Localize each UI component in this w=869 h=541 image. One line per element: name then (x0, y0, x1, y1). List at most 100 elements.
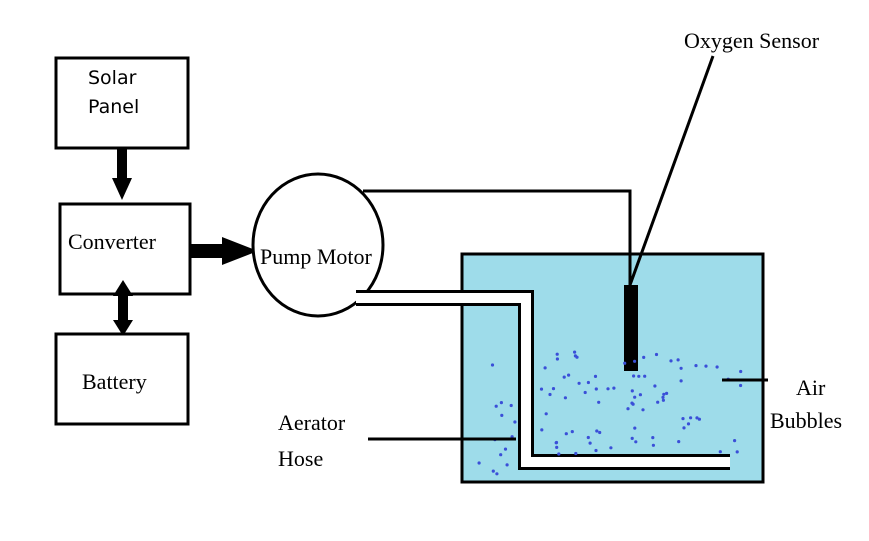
air-bubble (704, 364, 708, 368)
sensor-wire (363, 189, 632, 285)
converter-battery-arrow (113, 280, 133, 336)
air-bubble (694, 364, 698, 368)
air-bubble (633, 426, 637, 430)
air-bubble (632, 374, 636, 378)
air-bubble (665, 391, 669, 395)
air-bubble (735, 450, 739, 454)
air-bubble (567, 373, 571, 377)
air-bubble (676, 358, 680, 362)
air-bubble (637, 374, 641, 378)
air-bubble (630, 401, 634, 405)
air-bubble (513, 420, 517, 424)
air-bubbles (477, 350, 743, 476)
air-bubble (555, 352, 559, 356)
air-bubble (597, 400, 601, 404)
air-bubble (503, 447, 508, 451)
air-bubbles-label-line2: Bubbles (770, 408, 842, 433)
air-bubble (593, 374, 598, 378)
air-bubble (686, 422, 691, 426)
air-bubble (689, 416, 693, 420)
air-bubble (573, 350, 577, 354)
air-bubble (586, 380, 591, 385)
air-bubble (739, 369, 743, 374)
air-bubble (544, 412, 548, 416)
pump-motor: Pump Motor (251, 172, 385, 318)
air-bubble (662, 392, 666, 396)
air-bubble (548, 392, 552, 397)
air-bubble (679, 366, 683, 370)
air-bubble (477, 461, 481, 465)
air-bubble (739, 383, 743, 388)
air-bubble (633, 359, 637, 363)
air-bubble (715, 365, 719, 369)
aerator-hose-label-line1: Aerator (278, 410, 346, 435)
air-bubble (562, 375, 566, 379)
air-bubble (612, 386, 616, 390)
air-bubble (539, 387, 544, 391)
air-bubble (570, 430, 574, 434)
air-bubble (656, 400, 660, 404)
oxygen-sensor-label: Oxygen Sensor (684, 28, 820, 53)
converter-block: Converter (58, 202, 192, 296)
air-bubble (490, 363, 495, 367)
battery-label: Battery (82, 369, 147, 394)
air-bubble (594, 387, 598, 391)
air-bubble (557, 452, 561, 456)
air-bubble (677, 440, 681, 444)
air-bubble (642, 355, 646, 359)
air-bubble (653, 384, 657, 388)
air-bubble (595, 429, 599, 433)
air-bubble (574, 451, 578, 456)
aerator-hose (356, 290, 730, 470)
air-bubble (491, 469, 495, 473)
air-bubbles-label-line1: Air (796, 375, 826, 400)
air-bubble (661, 395, 665, 399)
air-bubble (638, 393, 643, 397)
aerator-hose-label-line2: Hose (278, 446, 323, 471)
air-bubble (505, 463, 509, 467)
battery-block: Battery (54, 332, 190, 426)
solar-panel-label-line2: Panel (88, 96, 139, 118)
pump-motor-label: Pump Motor (260, 244, 373, 269)
oxygen-sensor-probe (624, 285, 638, 371)
air-bubble (681, 417, 685, 421)
air-bubble (651, 436, 655, 440)
air-bubble (643, 374, 647, 378)
air-bubble (634, 440, 638, 444)
air-bubble (623, 361, 627, 365)
air-bubble (551, 387, 556, 391)
air-bubble (598, 430, 602, 435)
air-bubble (594, 448, 598, 453)
air-bubble (654, 352, 659, 357)
solar-panel-label-line1: Solar (88, 67, 137, 89)
air-bubble (554, 441, 558, 445)
air-bubble (641, 408, 645, 412)
air-bubble (679, 379, 683, 383)
air-bubble (499, 453, 503, 457)
air-bubble (695, 416, 699, 420)
air-bubble (494, 404, 498, 408)
oxygen-sensor-leader-line (628, 55, 715, 286)
air-bubble (588, 441, 592, 445)
converter-to-pump-arrow (190, 237, 258, 265)
air-bubble (630, 436, 634, 440)
air-bubble (573, 354, 578, 358)
converter-label: Converter (68, 229, 157, 254)
air-bubble (697, 417, 702, 421)
air-bubble (540, 428, 544, 432)
air-bubble (661, 398, 666, 402)
air-bubble (586, 435, 590, 440)
air-bubble (630, 389, 634, 393)
air-bubble (733, 439, 737, 443)
air-bubble (555, 445, 559, 449)
air-bubble (577, 381, 581, 385)
air-bubble (606, 387, 610, 391)
air-bubble (500, 413, 504, 417)
air-bubble (626, 407, 630, 411)
air-bubble (555, 357, 560, 361)
air-bubble (563, 396, 568, 400)
air-bubble (718, 450, 722, 454)
air-bubble (651, 443, 656, 447)
